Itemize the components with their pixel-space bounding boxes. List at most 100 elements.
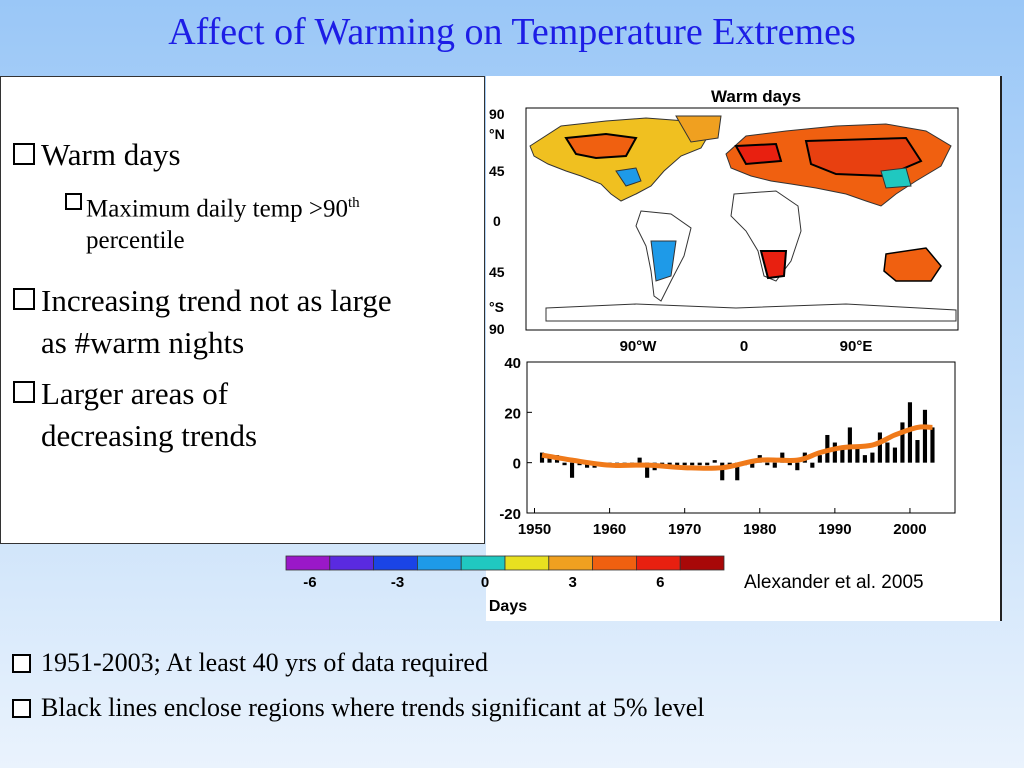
chart-bar	[667, 462, 672, 466]
colorbar-label: Days	[489, 598, 527, 615]
chart-bar	[900, 422, 905, 463]
colorbar-swatch	[592, 555, 637, 571]
bottom-bullet-black-lines: Black lines enclose regions where trends…	[12, 693, 705, 723]
bullet-panel: Warm days Maximum daily temp >90th perce…	[0, 76, 485, 544]
colorbar-swatch	[504, 555, 550, 571]
trend-line	[541, 424, 933, 471]
map-lon-labels: 90°W 0 90°E	[620, 338, 873, 355]
chart-frame	[526, 361, 956, 514]
chart-bar	[870, 452, 875, 463]
bullet-text: Maximum daily temp >90th percentile	[86, 195, 360, 255]
colorbar-swatches	[285, 555, 725, 571]
colorbar-swatch	[635, 555, 681, 571]
chart-bar	[705, 462, 710, 466]
y-tick-label: 40	[504, 356, 521, 372]
chart-bar	[562, 462, 567, 466]
y-tick-label: 0	[513, 456, 521, 473]
map-landmasses	[529, 115, 957, 322]
bullet-text: Warm days	[41, 137, 181, 172]
chart-bar	[817, 455, 822, 463]
bullet-box-icon	[13, 143, 35, 165]
chart-bar	[569, 462, 575, 478]
colorbar-tick-label: 6	[656, 574, 664, 591]
x-tick-label: 1980	[743, 521, 776, 538]
colorbar-ticks: -6 -3 0 3 6	[303, 574, 664, 591]
chart-bar	[892, 447, 897, 463]
chart-bar	[885, 442, 890, 463]
bullet-box-icon	[65, 193, 82, 210]
chart-bar	[682, 462, 687, 466]
lat-label: 90	[489, 106, 505, 122]
colorbar-swatch	[329, 555, 374, 571]
bullet-text: Black lines enclose regions where trends…	[41, 693, 705, 722]
chart-bar	[877, 432, 882, 463]
slide-title: Affect of Warming on Temperature Extreme…	[168, 11, 856, 53]
chart-bar	[862, 455, 867, 463]
chart-bar	[922, 409, 928, 463]
chart-bar	[712, 460, 717, 463]
chart-bar	[787, 462, 792, 466]
bullet-text: Larger areas of decreasing trends	[41, 376, 258, 453]
chart-bar	[690, 462, 695, 466]
figure-panel: Warm days 90 °N 45 0 45 °S 90 90°W 0 90°…	[285, 76, 1002, 621]
chart-bar	[855, 447, 860, 463]
chart-bar	[840, 447, 845, 463]
colorbar-tick-label: 0	[481, 574, 489, 591]
citation: Alexander et al. 2005	[744, 572, 924, 593]
chart-bar	[637, 457, 642, 463]
colorbar-swatch	[460, 555, 506, 571]
lat-label: °N	[489, 126, 505, 142]
bullet-warm-days: Warm days	[13, 137, 181, 173]
bullet-box-icon	[12, 699, 31, 718]
chart-bar	[772, 462, 777, 468]
colorbar-tick-label: 3	[569, 574, 577, 591]
bottom-bullet-years: 1951-2003; At least 40 yrs of data requi…	[12, 648, 488, 678]
chart-bar	[585, 462, 590, 468]
lat-label: 45	[489, 163, 505, 179]
y-axis-ticks: 40 20 0 -20	[499, 356, 532, 523]
y-tick-label: 20	[504, 405, 521, 422]
y-tick-label: -20	[499, 506, 521, 523]
colorbar-swatch	[679, 555, 725, 571]
bullet-box-icon	[12, 654, 31, 673]
bullet-larger-areas: Larger areas of decreasing trends	[13, 373, 443, 457]
bullet-increasing-trend: Increasing trend not as large as #warm n…	[13, 280, 443, 364]
x-tick-label: 1960	[593, 521, 626, 538]
colorbar-tick-label: -6	[303, 574, 316, 591]
bullet-box-icon	[13, 381, 35, 403]
lat-label: °S	[489, 299, 504, 315]
lat-label: 45	[489, 264, 505, 280]
chart-bar	[930, 427, 935, 463]
lon-label: 90°W	[620, 338, 658, 355]
lon-label: 90°E	[840, 338, 873, 355]
warm-days-map: Warm days 90 °N 45 0 45 °S 90 90°W 0 90°…	[489, 87, 959, 355]
map-title: Warm days	[711, 87, 801, 106]
bullet-text: Increasing trend not as large as #warm n…	[41, 283, 392, 360]
bullet-box-icon	[13, 288, 35, 310]
chart-bar	[795, 462, 800, 471]
lat-label: 0	[493, 213, 501, 229]
time-series-chart: 40 20 0 -20 1950 1960 1970 1980 1990 2000	[499, 356, 956, 538]
chart-bar	[735, 462, 740, 481]
colorbar-swatch	[416, 555, 462, 571]
colorbar-tick-label: -3	[391, 574, 404, 591]
colorbar-swatch	[285, 555, 331, 571]
chart-bar	[832, 442, 837, 463]
x-tick-label: 2000	[893, 521, 926, 538]
lon-label: 0	[740, 338, 748, 355]
x-tick-label: 1990	[818, 521, 851, 538]
bullet-text: 1951-2003; At least 40 yrs of data requi…	[41, 648, 488, 677]
x-axis-ticks: 1950 1960 1970 1980 1990 2000	[518, 508, 927, 538]
chart-bar	[750, 462, 755, 468]
lat-label: 90	[489, 321, 505, 337]
chart-bar	[810, 462, 815, 468]
colorbar-swatch	[373, 555, 418, 571]
map-frame	[525, 107, 959, 331]
chart-bar	[697, 462, 702, 466]
chart-bar	[780, 452, 785, 463]
chart-bar	[720, 462, 725, 481]
chart-bar	[577, 462, 582, 466]
chart-bars	[539, 402, 935, 481]
chart-bar	[765, 462, 770, 466]
sub-bullet-max-temp: Maximum daily temp >90th percentile	[65, 187, 386, 257]
